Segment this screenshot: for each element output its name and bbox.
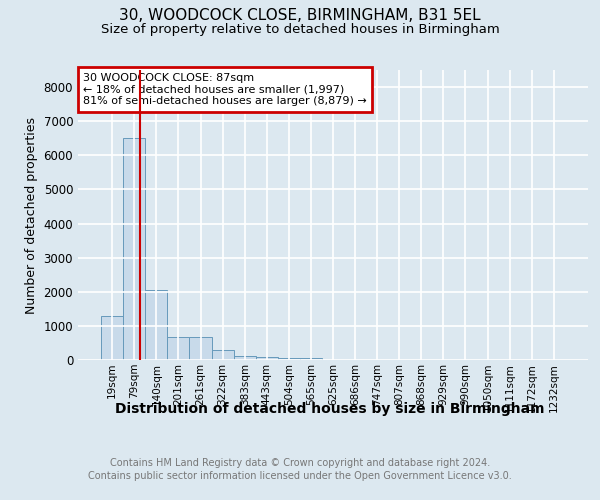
Text: Distribution of detached houses by size in Birmingham: Distribution of detached houses by size … — [115, 402, 545, 416]
Bar — [300, 358, 322, 360]
Text: 30 WOODCOCK CLOSE: 87sqm
← 18% of detached houses are smaller (1,997)
81% of sem: 30 WOODCOCK CLOSE: 87sqm ← 18% of detach… — [83, 73, 367, 106]
Bar — [278, 358, 300, 360]
Bar — [145, 290, 167, 360]
Text: 30, WOODCOCK CLOSE, BIRMINGHAM, B31 5EL: 30, WOODCOCK CLOSE, BIRMINGHAM, B31 5EL — [119, 8, 481, 22]
Bar — [123, 138, 145, 360]
Text: Size of property relative to detached houses in Birmingham: Size of property relative to detached ho… — [101, 22, 499, 36]
Bar — [167, 337, 190, 360]
Bar — [190, 337, 212, 360]
Bar — [233, 356, 256, 360]
Y-axis label: Number of detached properties: Number of detached properties — [25, 116, 38, 314]
Text: Contains HM Land Registry data © Crown copyright and database right 2024.: Contains HM Land Registry data © Crown c… — [110, 458, 490, 468]
Text: Contains public sector information licensed under the Open Government Licence v3: Contains public sector information licen… — [88, 471, 512, 481]
Bar — [101, 316, 123, 360]
Bar — [256, 356, 278, 360]
Bar — [212, 350, 233, 360]
